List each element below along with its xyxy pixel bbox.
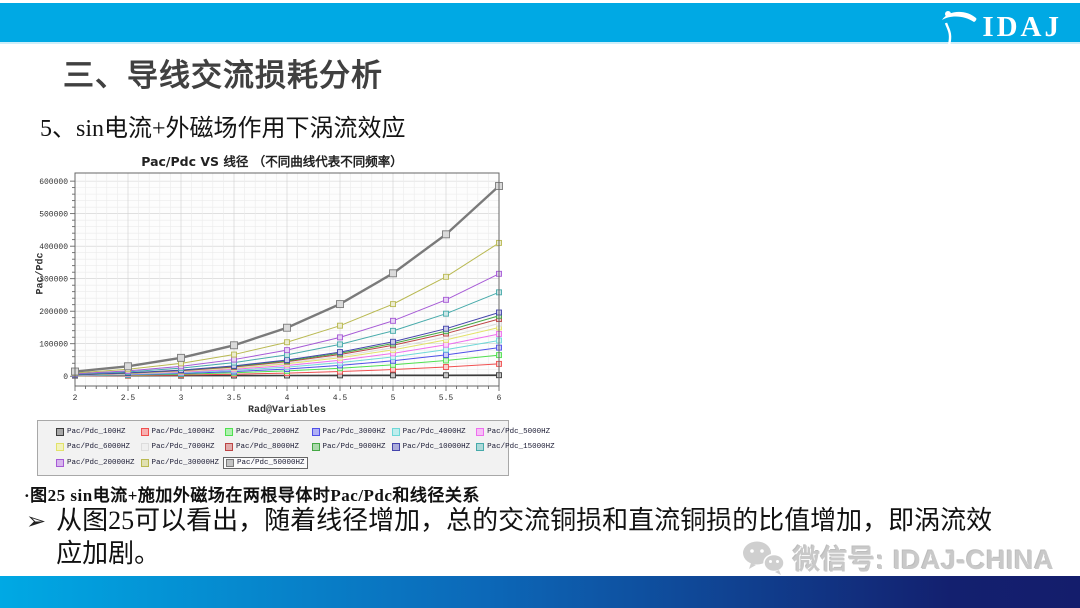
- idaj-swoosh-icon: [942, 11, 977, 46]
- page-title: 三、导线交流损耗分析: [63, 58, 383, 93]
- legend-item: Pac/Pdc_1000HZ: [139, 427, 222, 437]
- legend-item: Pac/Pdc_10000HZ: [390, 442, 473, 452]
- bullet-arrow-icon: ➢: [26, 507, 47, 535]
- svg-text:5.5: 5.5: [439, 394, 454, 403]
- svg-text:2: 2: [73, 394, 78, 403]
- svg-text:2.5: 2.5: [121, 394, 136, 403]
- svg-text:4.5: 4.5: [333, 394, 348, 403]
- legend-label: Pac/Pdc_10000HZ: [402, 443, 471, 451]
- legend-item: Pac/Pdc_100HZ: [54, 427, 137, 437]
- legend-label: Pac/Pdc_5000HZ: [487, 428, 551, 436]
- legend-label: Pac/Pdc_3000HZ: [322, 428, 386, 436]
- legend-item: Pac/Pdc_9000HZ: [310, 442, 388, 452]
- legend-swatch: [56, 459, 64, 467]
- legend-item: Pac/Pdc_50000HZ: [223, 457, 308, 469]
- chart: Pac/Pdc VS 线径 （不同曲线代表不同频率） 0 100000 200000…: [35, 151, 555, 476]
- svg-text:4: 4: [285, 394, 290, 403]
- legend-swatch: [226, 459, 235, 467]
- legend-item: Pac/Pdc_6000HZ: [54, 442, 137, 452]
- legend-swatch: [391, 443, 400, 451]
- legend-label: Pac/Pdc_6000HZ: [67, 443, 131, 451]
- legend-label: Pac/Pdc_100HZ: [67, 428, 126, 436]
- legend-label: Pac/Pdc_30000HZ: [151, 459, 220, 467]
- legend-swatch: [476, 428, 485, 436]
- svg-text:6: 6: [497, 394, 502, 403]
- chart-title: Pac/Pdc VS 线径 （不同曲线代表不同频率）: [141, 154, 403, 169]
- svg-text:100000: 100000: [39, 340, 68, 349]
- idaj-logo: IDAJ: [936, 7, 1062, 47]
- chart-plot-svg: 0 100000 200000 300000 400000 500000 600000 2 2.…: [39, 172, 503, 403]
- header-bar: IDAJ: [0, 3, 1080, 47]
- legend-item: Pac/Pdc_8000HZ: [223, 442, 308, 452]
- legend-swatch: [140, 459, 149, 467]
- legend-swatch: [56, 443, 64, 451]
- legend-label: Pac/Pdc_2000HZ: [236, 428, 300, 436]
- svg-text:200000: 200000: [39, 308, 68, 317]
- wechat-icon: [743, 541, 785, 575]
- figure-caption: ·图25 sin电流+施加外磁场在两根导体时Pac/Pdc和线径关系: [24, 486, 480, 505]
- legend-label: Pac/Pdc_50000HZ: [237, 459, 305, 467]
- bullet-point: ➢ 从图25可以看出，随着线径增加，总的交流铜损和直流铜损的比值增加，即涡流效应…: [26, 505, 1001, 571]
- legend-swatch: [311, 428, 320, 436]
- legend-item: Pac/Pdc_7000HZ: [139, 442, 222, 452]
- svg-text:600000: 600000: [39, 178, 68, 187]
- legend-label: Pac/Pdc_7000HZ: [151, 443, 215, 451]
- legend-label: Pac/Pdc_4000HZ: [402, 428, 466, 436]
- chart-legend: Pac/Pdc_100HZ Pac/Pdc_1000HZ Pac/Pdc_2000H…: [37, 420, 555, 476]
- bullet-text: 从图25可以看出，随着线径增加，总的交流铜损和直流铜损的比值增加，即涡流效应加剧…: [56, 506, 993, 568]
- svg-text:500000: 500000: [39, 210, 68, 219]
- legend-item: Pac/Pdc_3000HZ: [310, 427, 388, 437]
- svg-text:3.5: 3.5: [227, 394, 242, 403]
- legend-swatch: [391, 428, 400, 436]
- idaj-logo-text: IDAJ: [982, 11, 1062, 43]
- legend-item: Pac/Pdc_30000HZ: [139, 457, 222, 469]
- legend-label: Pac/Pdc_8000HZ: [236, 443, 300, 451]
- section-subtitle: 5、sin电流+外磁场作用下涡流效应: [40, 116, 406, 142]
- legend-swatch: [311, 443, 320, 451]
- legend-item: Pac/Pdc_15000HZ: [474, 442, 557, 452]
- legend-swatch: [56, 428, 64, 436]
- legend-label: Pac/Pdc_9000HZ: [322, 443, 386, 451]
- legend-label: Pac/Pdc_20000HZ: [67, 459, 135, 467]
- legend-label: Pac/Pdc_1000HZ: [151, 428, 215, 436]
- svg-text:3: 3: [179, 394, 184, 403]
- legend-swatch: [225, 428, 234, 436]
- legend-swatch: [140, 443, 149, 451]
- x-axis-label: Rad@Variables: [247, 405, 326, 416]
- svg-text:0: 0: [63, 373, 68, 382]
- bottom-gradient-bar: [0, 576, 1080, 608]
- y-axis-label: Pac/Pdc: [35, 252, 47, 295]
- svg-text:5: 5: [391, 394, 396, 403]
- legend-item: Pac/Pdc_5000HZ: [474, 427, 557, 437]
- legend-swatch: [225, 443, 234, 451]
- svg-text:300000: 300000: [39, 275, 68, 284]
- legend-swatch: [476, 443, 485, 451]
- legend-item: Pac/Pdc_20000HZ: [54, 457, 137, 469]
- legend-label: Pac/Pdc_15000HZ: [487, 443, 555, 451]
- wechat-label: 微信号: IDAJ-CHINA: [793, 545, 1054, 575]
- chart-plot-area: 0 100000 200000 300000 400000 500000 600000 2 2.…: [35, 168, 509, 406]
- legend-item: Pac/Pdc_4000HZ: [390, 427, 473, 437]
- svg-text:400000: 400000: [39, 243, 68, 252]
- legend-item: Pac/Pdc_2000HZ: [223, 427, 308, 437]
- wechat-footer: 微信号: IDAJ-CHINA: [741, 538, 1054, 577]
- legend-swatch: [140, 428, 149, 436]
